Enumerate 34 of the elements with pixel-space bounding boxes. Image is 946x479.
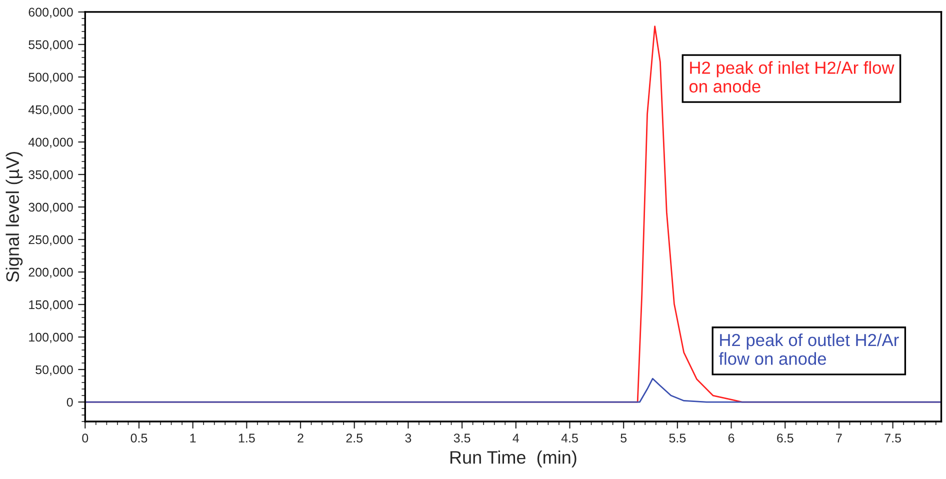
x-tick-label: 5.5 [669, 434, 686, 443]
x-tick-label: 1 [190, 434, 196, 442]
x-axis-title: Run Time (min) [450, 450, 576, 468]
y-tick-label: 200,000 [28, 268, 73, 278]
y-tick-label: 350,000 [28, 170, 73, 181]
line-series [85, 378, 942, 403]
y-tick-label: 100,000 [29, 332, 73, 344]
x-tick-label: 5 [620, 434, 627, 443]
x-tick-label: 3.5 [454, 434, 470, 443]
y-tick-label: 50,000 [36, 365, 73, 376]
x-tick-label: 0 [82, 434, 88, 443]
x-tick-label: 4 [512, 434, 520, 442]
y-tick-label: 400,000 [28, 138, 73, 148]
x-tick-label: 2.5 [346, 434, 363, 443]
annotation: H2 peak of outlet H2/Ar flow on anode [718, 333, 899, 365]
y-tick-label: 150,000 [29, 300, 73, 311]
x-tick-label: 4.5 [561, 434, 578, 443]
x-tick-label: 7 [836, 434, 842, 442]
y-tick-label: 300,000 [28, 202, 73, 214]
y-tick-label: 600,000 [28, 8, 73, 18]
y-tick-label: 0 [66, 398, 73, 407]
x-tick-label: 3 [405, 434, 412, 443]
y-tick-label: 500,000 [28, 72, 73, 84]
x-tick-label: 0.5 [130, 434, 148, 443]
y-axis-title: Signal level (µV) [6, 152, 23, 282]
x-tick-label: 7.5 [884, 434, 901, 443]
y-tick-label: 550,000 [28, 40, 73, 51]
x-tick-label: 6 [728, 434, 734, 443]
x-tick-label: 6.5 [777, 434, 794, 443]
y-tick-label: 250,000 [28, 235, 73, 246]
annotation: H2 peak of inlet H2/Ar flow on anode [689, 61, 894, 93]
y-tick-label: 450,000 [28, 105, 73, 116]
x-tick-label: 1.5 [238, 434, 255, 443]
x-tick-label: 2 [298, 434, 304, 442]
